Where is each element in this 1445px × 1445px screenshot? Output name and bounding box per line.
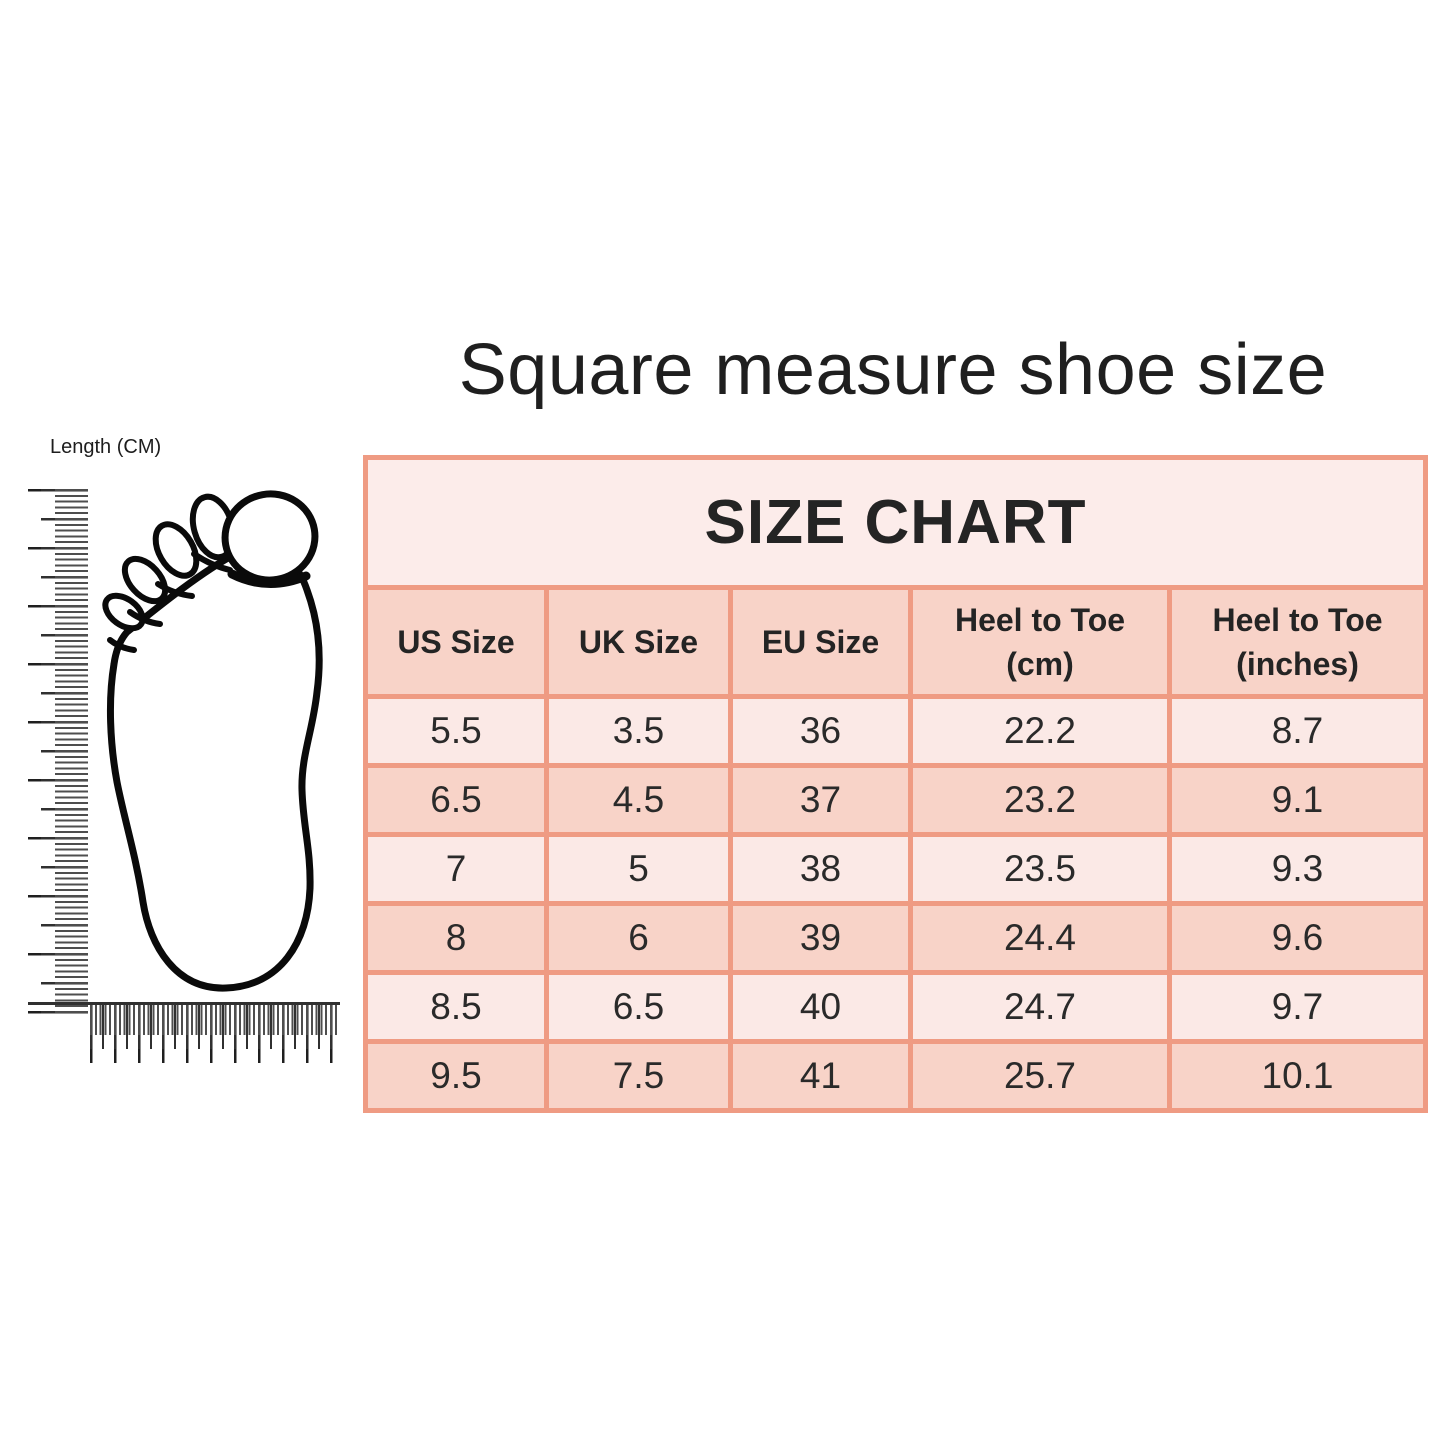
ruler-length-label: Length (CM) <box>50 436 162 458</box>
table-cell: 39 <box>728 901 913 975</box>
table-cell: 6.5 <box>544 970 733 1044</box>
table-cell: 6.5 <box>363 763 549 837</box>
column-header-us-size: US Size <box>363 585 549 699</box>
vertical-ruler-icon <box>28 489 88 1016</box>
table-cell: 9.1 <box>1166 763 1429 837</box>
table-cell: 24.4 <box>908 901 1172 975</box>
table-cell: 10.1 <box>1166 1039 1429 1113</box>
table-row: 9.5 7.5 41 25.7 10.1 <box>363 1039 1429 1113</box>
column-header-heel-toe-inches: Heel to Toe (inches) <box>1166 585 1429 699</box>
table-cell: 24.7 <box>908 970 1172 1044</box>
banner-row: SIZE CHART <box>362 455 1429 590</box>
table-cell: 9.5 <box>363 1039 549 1113</box>
table-cell: 6 <box>544 901 733 975</box>
table-cell: 8 <box>363 901 549 975</box>
table-cell: 40 <box>728 970 913 1044</box>
size-chart-table: SIZE CHART US Size UK Size EU Size Heel … <box>362 455 1429 1113</box>
size-chart-title: SIZE CHART <box>362 455 1429 590</box>
table-cell: 23.5 <box>908 832 1172 906</box>
table-cell: 5 <box>544 832 733 906</box>
table-row: 8.5 6.5 40 24.7 9.7 <box>363 970 1429 1044</box>
horizontal-ruler-icon <box>90 1005 338 1065</box>
foot-outline-icon <box>102 490 323 992</box>
column-header-uk-size: UK Size <box>544 585 733 699</box>
table-cell: 9.6 <box>1166 901 1429 975</box>
table-cell: 36 <box>728 694 913 768</box>
horizontal-ruler-baseline <box>28 1002 340 1005</box>
table-cell: 9.7 <box>1166 970 1429 1044</box>
table-cell: 4.5 <box>544 763 733 837</box>
table-cell: 38 <box>728 832 913 906</box>
page-title: Square measure shoe size <box>458 330 1328 410</box>
table-row: 8 6 39 24.4 9.6 <box>363 901 1429 975</box>
table-cell: 3.5 <box>544 694 733 768</box>
table-cell: 9.3 <box>1166 832 1429 906</box>
table-cell: 7.5 <box>544 1039 733 1113</box>
table-row: 6.5 4.5 37 23.2 9.1 <box>363 763 1429 837</box>
column-header-row: US Size UK Size EU Size Heel to Toe (cm)… <box>363 585 1429 699</box>
table-cell: 5.5 <box>363 694 549 768</box>
table-cell: 8.5 <box>363 970 549 1044</box>
table-cell: 41 <box>728 1039 913 1113</box>
table-cell: 7 <box>363 832 549 906</box>
table-cell: 37 <box>728 763 913 837</box>
table-cell: 23.2 <box>908 763 1172 837</box>
table-row: 5.5 3.5 36 22.2 8.7 <box>363 694 1429 768</box>
column-header-eu-size: EU Size <box>728 585 913 699</box>
column-header-heel-toe-cm: Heel to Toe (cm) <box>908 585 1172 699</box>
table-cell: 22.2 <box>908 694 1172 768</box>
table-row: 7 5 38 23.5 9.3 <box>363 832 1429 906</box>
table-cell: 8.7 <box>1166 694 1429 768</box>
table-cell: 25.7 <box>908 1039 1172 1113</box>
